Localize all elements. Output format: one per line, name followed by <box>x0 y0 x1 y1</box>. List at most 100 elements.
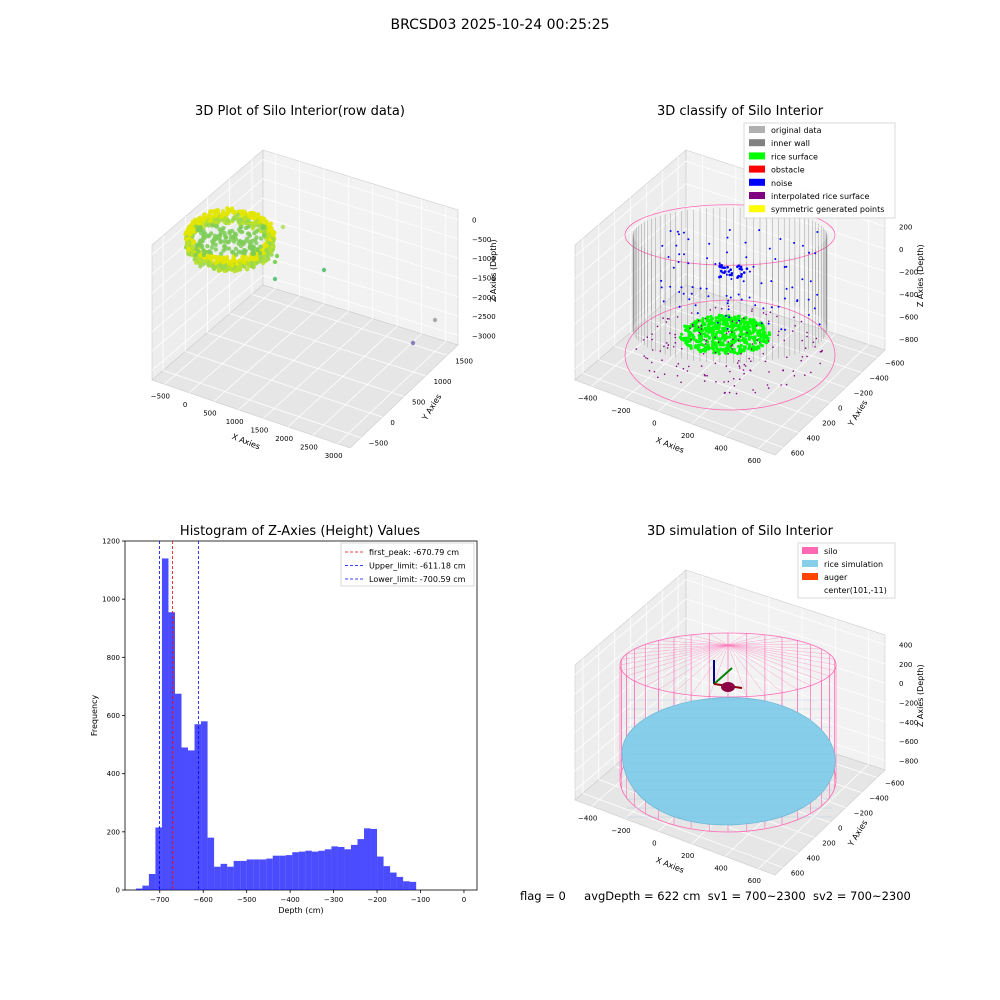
rice-surface-point <box>728 335 732 339</box>
raw-data-point <box>192 228 198 234</box>
rice-surface-point <box>746 323 750 327</box>
rice-surface-point <box>710 333 715 337</box>
raw-data-point <box>221 255 226 260</box>
rice-surface-point <box>724 336 728 340</box>
noise-point <box>730 272 734 275</box>
rice-surface-point <box>739 320 743 325</box>
rice-surface-point <box>727 315 731 319</box>
rice-surface-point <box>748 319 752 323</box>
raw-data-point <box>235 260 240 265</box>
raw-data-point <box>219 261 224 266</box>
noise-point <box>678 291 681 293</box>
rice-surface-point <box>705 326 709 330</box>
raw-data-point <box>246 218 251 223</box>
rice-surface-point <box>751 330 756 334</box>
p1-z-tick-label: −1500 <box>472 275 496 283</box>
raw-data-point <box>230 263 235 268</box>
raw-data-point <box>253 222 259 228</box>
raw-data-point <box>207 212 212 217</box>
rice-surface-point <box>705 316 709 320</box>
noise-point <box>676 230 679 233</box>
raw-data-point <box>262 232 267 237</box>
raw-data-point <box>262 230 268 236</box>
raw-data-point <box>232 258 237 264</box>
raw-data-point <box>269 226 274 231</box>
p1-y-tick-label: 0 <box>390 419 394 427</box>
p1-z-tick-label: 0 <box>472 217 476 225</box>
rice-surface-point <box>710 339 715 344</box>
raw-data-point <box>261 243 266 249</box>
raw-data-point <box>202 254 208 259</box>
raw-data-point <box>225 259 231 264</box>
histogram-legend-box <box>340 542 475 587</box>
y-tick-label: 1200 <box>102 538 120 546</box>
noise-point <box>727 308 730 311</box>
raw-data-point <box>269 245 274 250</box>
raw-data-point <box>189 231 194 237</box>
p2-z-tick-label: −200 <box>899 268 918 276</box>
raw-data-point <box>270 247 276 252</box>
raw-data-point <box>214 258 219 263</box>
noise-point <box>669 230 672 232</box>
interpolated-point <box>662 317 664 319</box>
raw-data-point <box>263 225 268 230</box>
raw-data-point <box>270 235 275 240</box>
rice-surface-point <box>707 321 711 325</box>
noise-point <box>752 265 755 268</box>
rice-surface-point <box>757 346 761 350</box>
raw-data-point <box>258 254 263 260</box>
interpolated-point <box>672 346 675 348</box>
raw-data-point <box>186 248 191 253</box>
histogram-bar <box>318 850 325 890</box>
raw-data-point <box>268 225 273 231</box>
p2-x-tick-label: 200 <box>681 432 694 440</box>
interpolated-point <box>645 357 647 359</box>
p4-grid-z <box>574 694 886 791</box>
p2-x-tick-label: 0 <box>652 419 656 427</box>
raw-data-point <box>200 251 206 257</box>
interpolated-point <box>778 330 780 333</box>
interpolated-point <box>689 327 691 330</box>
raw-data-point <box>189 222 194 228</box>
rice-surface-point <box>732 335 736 339</box>
raw-data-point <box>214 224 219 229</box>
rice-surface-point <box>746 325 750 329</box>
raw-data-point <box>187 234 193 239</box>
rice-surface-point <box>713 341 717 345</box>
rice-surface-point <box>748 318 752 322</box>
histogram-bar <box>292 852 299 890</box>
rice-surface-point <box>710 331 714 335</box>
raw-data-point <box>190 246 196 252</box>
rice-surface-point <box>739 329 744 333</box>
interpolated-point <box>739 378 741 381</box>
rice-surface-point <box>736 324 741 328</box>
raw-data-point <box>191 227 196 232</box>
histogram-bar <box>383 866 391 890</box>
rice-surface-point <box>763 330 767 334</box>
raw-data-point <box>191 229 196 234</box>
rice-surface-point <box>761 339 765 343</box>
rice-surface-point <box>738 348 742 352</box>
raw-data-point <box>263 258 269 263</box>
raw-data-point <box>244 259 250 265</box>
rice-surface-point <box>746 333 750 337</box>
raw-data-point <box>233 232 239 237</box>
raw-data-point <box>192 253 198 259</box>
raw-data-point <box>189 229 195 234</box>
raw-data-point <box>246 257 251 262</box>
raw-data-point <box>225 209 230 215</box>
p2-grid-x <box>691 322 803 425</box>
interpolated-point <box>643 339 645 341</box>
raw-data-point <box>199 217 204 222</box>
raw-data-point <box>202 215 208 220</box>
interpolated-point <box>806 335 808 338</box>
raw-data-point <box>193 222 199 227</box>
raw-data-point <box>256 215 261 220</box>
raw-data-point <box>222 243 227 249</box>
raw-data-point <box>242 264 247 269</box>
rice-surface-point <box>760 335 765 339</box>
raw-data-point <box>207 217 212 223</box>
raw-data-point <box>215 209 220 215</box>
rice-surface-point <box>748 343 752 347</box>
raw-data-point <box>229 206 234 211</box>
